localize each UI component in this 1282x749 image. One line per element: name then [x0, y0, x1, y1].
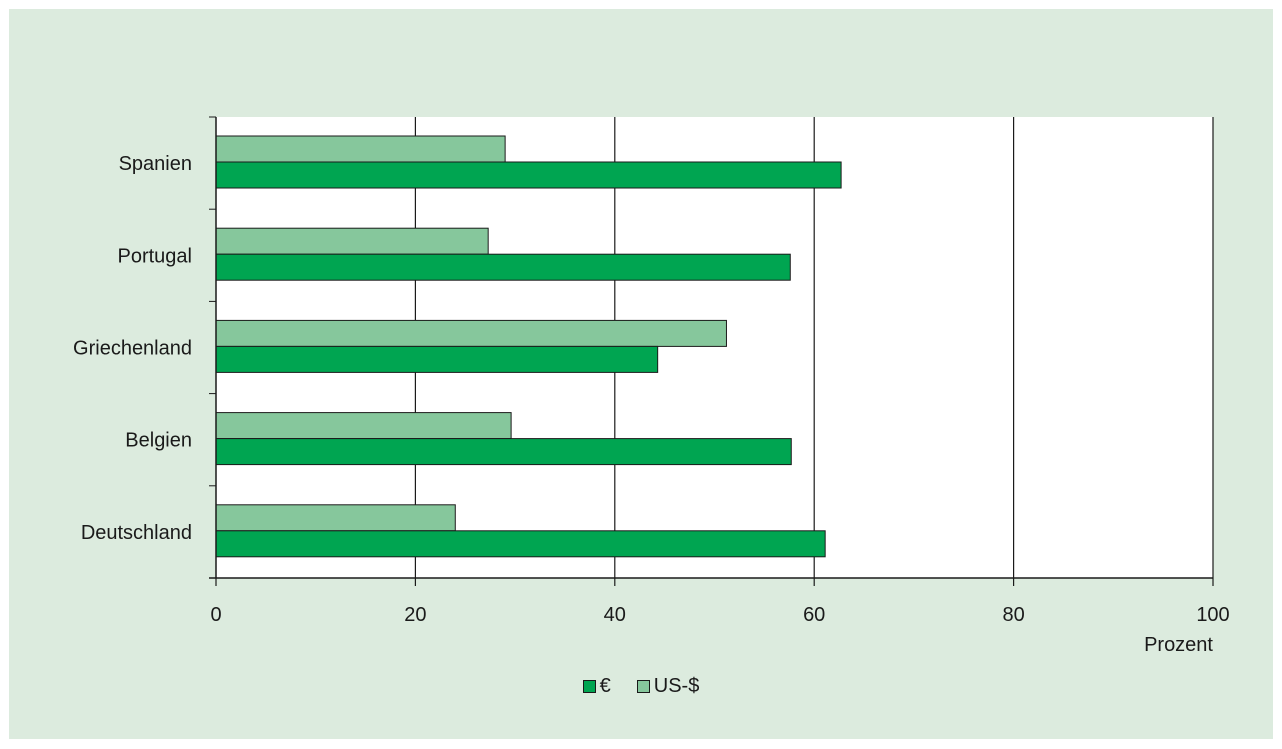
bar — [215, 253, 791, 281]
x-tick-label: 100 — [1196, 604, 1229, 626]
x-tick-label: 20 — [404, 604, 426, 626]
legend: € US-$ — [0, 675, 1282, 698]
bar — [215, 227, 489, 255]
category-label: Griechenland — [73, 338, 192, 360]
category-label: Portugal — [118, 245, 193, 267]
category-label: Deutschland — [81, 522, 192, 544]
legend-label-usd: US-$ — [653, 675, 700, 697]
legend-item-usd: US-$ — [636, 675, 700, 698]
bar — [215, 345, 659, 373]
x-tick-label: 60 — [803, 604, 825, 626]
bar — [215, 530, 826, 558]
bar — [215, 135, 506, 163]
x-tick-label: 0 — [210, 604, 221, 626]
bar — [215, 161, 842, 189]
legend-swatch-euro — [582, 680, 596, 693]
legend-label-euro: € — [599, 675, 611, 697]
bar — [215, 504, 456, 532]
x-tick-label: 40 — [604, 604, 626, 626]
bar — [215, 319, 727, 347]
x-tick-label: 80 — [1002, 604, 1024, 626]
bar — [215, 438, 792, 466]
bar — [215, 412, 512, 440]
legend-swatch-usd — [636, 680, 650, 693]
x-axis-label: Prozent — [1144, 634, 1213, 656]
category-label: Belgien — [125, 430, 192, 452]
legend-item-euro: € — [582, 675, 611, 698]
category-label: Spanien — [119, 153, 192, 175]
